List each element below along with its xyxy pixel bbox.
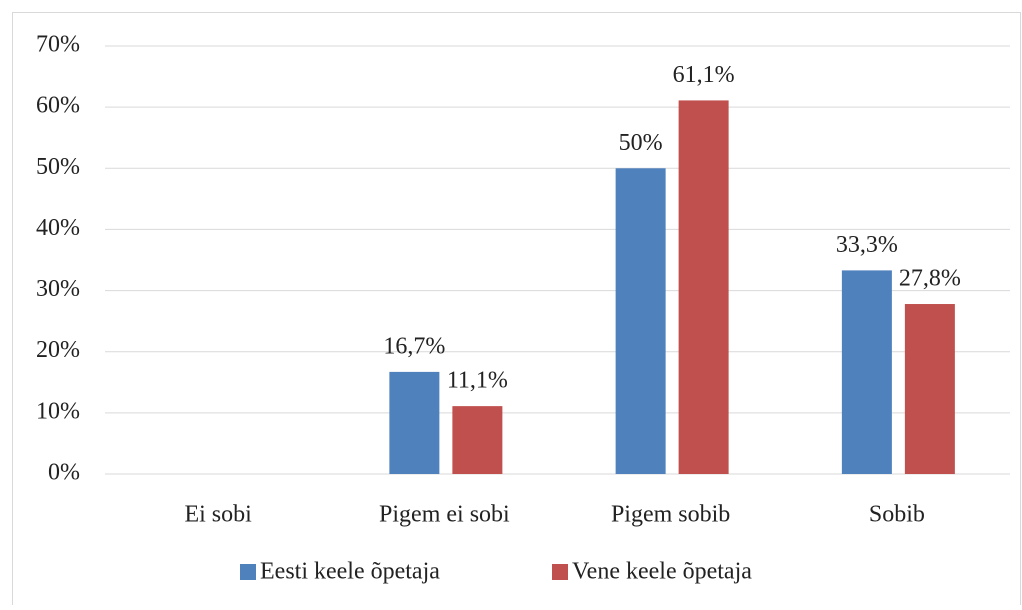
x-tick-label: Pigem ei sobi xyxy=(379,502,510,528)
bar xyxy=(678,100,729,474)
data-label: 33,3% xyxy=(836,232,898,258)
legend-swatch xyxy=(552,564,568,580)
y-tick-label: 30% xyxy=(36,276,80,302)
legend-label: Vene keele õpetaja xyxy=(572,559,752,585)
x-tick-label: Pigem sobib xyxy=(611,502,730,528)
bar xyxy=(389,371,440,474)
bar xyxy=(841,270,892,474)
bar xyxy=(452,406,503,474)
y-tick-label: 60% xyxy=(36,93,80,119)
y-tick-label: 70% xyxy=(36,32,80,58)
data-label: 27,8% xyxy=(899,266,961,292)
y-tick-label: 0% xyxy=(48,460,80,486)
bar xyxy=(615,168,666,475)
data-label: 11,1% xyxy=(447,368,508,394)
legend-label: Eesti keele õpetaja xyxy=(260,559,440,585)
y-tick-label: 20% xyxy=(36,337,80,363)
bar xyxy=(904,304,955,474)
data-label: 50% xyxy=(619,130,663,156)
data-label: 16,7% xyxy=(383,333,445,359)
y-tick-label: 40% xyxy=(36,215,80,241)
legend-swatch xyxy=(240,564,256,580)
x-tick-label: Ei sobi xyxy=(184,502,252,528)
x-tick-label: Sobib xyxy=(869,502,925,528)
y-tick-label: 10% xyxy=(36,398,80,424)
y-tick-label: 50% xyxy=(36,154,80,180)
data-label: 61,1% xyxy=(673,62,735,88)
